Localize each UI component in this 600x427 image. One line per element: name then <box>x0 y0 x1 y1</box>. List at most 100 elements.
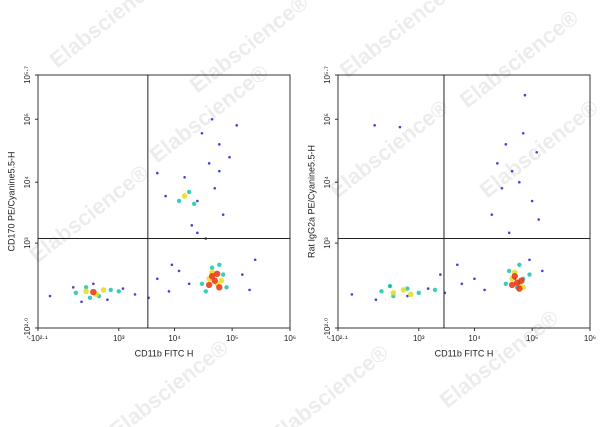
event-dot <box>133 293 137 296</box>
event-dot <box>507 231 511 235</box>
event-dot <box>416 290 421 296</box>
event-dot <box>530 199 534 203</box>
event-dot <box>510 169 514 173</box>
watermark: Elabscience® <box>455 5 583 113</box>
event-dot <box>116 289 121 294</box>
event-dot <box>483 288 486 292</box>
event-dot <box>218 169 221 173</box>
event-dot <box>187 282 191 286</box>
event-dot <box>235 124 239 127</box>
event-dot <box>106 298 109 302</box>
event-dot <box>218 277 225 284</box>
event-dot <box>253 258 257 262</box>
event-dot <box>48 294 52 298</box>
event-dot <box>186 189 192 195</box>
event-dot <box>406 294 409 298</box>
event-dot <box>191 201 197 207</box>
event-dot <box>156 171 159 175</box>
event-dot <box>518 180 521 184</box>
event-dot <box>511 272 518 280</box>
event-dot <box>73 290 79 296</box>
event-dot <box>213 186 217 190</box>
event-dot <box>516 285 523 292</box>
event-dot <box>220 272 226 277</box>
event-dot <box>176 198 182 204</box>
event-dot <box>218 143 221 146</box>
event-dot <box>373 124 376 127</box>
watermark: Elabscience® <box>265 340 393 427</box>
watermark: Elabscience® <box>435 305 563 413</box>
event-dot <box>350 293 354 296</box>
y-tick-label: -10²·⁰ <box>323 318 332 338</box>
x-axis-label: CD11b FITC H <box>435 348 494 358</box>
watermark: Elabscience® <box>25 160 153 268</box>
event-dot <box>209 265 215 270</box>
plot-frame <box>37 74 291 329</box>
event-dot <box>432 287 438 293</box>
event-dot <box>426 287 430 290</box>
y-tick-label: 10³ <box>323 237 332 249</box>
y-tick-label: 10⁵·⁷ <box>23 66 32 84</box>
watermark: Elabscience® <box>335 0 463 83</box>
x-tick-label: -10²·¹ <box>28 334 48 343</box>
y-tick-label: -10²·⁰ <box>23 318 32 338</box>
event-dot <box>156 277 159 281</box>
y-tick-label: 10⁵ <box>323 113 332 125</box>
event-dot <box>407 291 414 298</box>
event-dot <box>164 194 167 198</box>
event-dot <box>496 162 499 165</box>
event-dot <box>183 175 186 179</box>
event-dot <box>216 284 223 291</box>
event-dot <box>518 277 525 284</box>
watermark: Elabscience® <box>325 95 453 203</box>
x-tick-label: 10⁵ <box>226 334 238 343</box>
event-dot <box>108 287 113 293</box>
x-tick-label: 10⁵ <box>526 334 538 343</box>
event-dot <box>400 287 407 293</box>
event-dot <box>196 231 199 235</box>
event-dot <box>167 290 171 293</box>
event-dot <box>224 285 229 290</box>
event-dot <box>460 282 464 286</box>
event-dot <box>207 162 211 165</box>
event-dot <box>439 273 442 276</box>
watermark: Elabscience® <box>45 0 173 73</box>
y-tick-label: 10⁵·⁷ <box>323 66 332 84</box>
event-dot <box>190 224 194 227</box>
event-dot <box>203 289 209 294</box>
event-dot <box>87 295 93 301</box>
event-dot <box>181 193 188 199</box>
event-dot <box>374 298 378 302</box>
x-axis-label: CD11b FITC H <box>135 348 194 358</box>
event-dot <box>83 288 89 295</box>
event-dot <box>90 288 97 296</box>
event-dot <box>208 272 216 280</box>
event-dot <box>490 213 494 216</box>
event-dot <box>456 263 459 267</box>
event-dot <box>241 273 244 276</box>
event-dot <box>100 287 107 293</box>
y-axis-label: CD170 PE/Cyanine5.5-H <box>6 151 16 251</box>
event-dot <box>387 283 393 289</box>
event-dot <box>248 288 251 292</box>
event-dot <box>170 263 174 267</box>
y-tick-label: 10⁴ <box>323 176 332 189</box>
event-dot <box>506 268 512 274</box>
event-dot <box>379 289 384 294</box>
event-dot <box>504 143 508 146</box>
x-tick-label: 10³ <box>113 334 125 343</box>
event-dot <box>473 277 476 281</box>
event-dot <box>527 272 532 277</box>
event-dot <box>500 186 504 190</box>
y-axis-label: Rat IgG2a PE/Cyanine5.5-H <box>306 145 316 258</box>
plot-frame <box>337 74 591 329</box>
event-dot <box>213 270 221 277</box>
event-dot <box>535 150 539 154</box>
event-dot <box>390 290 397 296</box>
event-dot <box>523 93 527 97</box>
event-dot <box>217 262 222 267</box>
x-tick-label: 10⁴ <box>168 334 181 343</box>
y-tick-label: 10⁵ <box>23 113 32 125</box>
event-dot <box>537 218 541 221</box>
event-dot <box>521 131 525 135</box>
